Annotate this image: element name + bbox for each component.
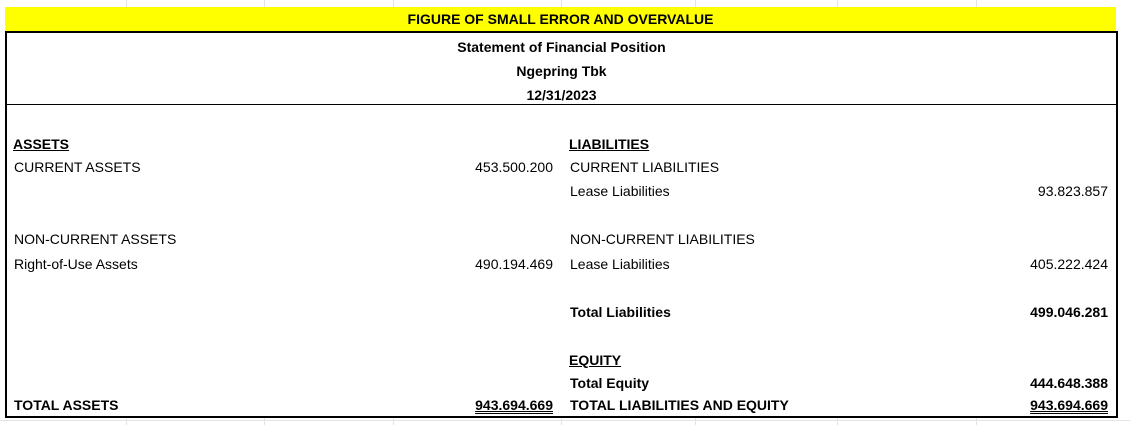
noncurrent-assets-label: NON-CURRENT ASSETS (14, 231, 177, 247)
current-lease-liabilities-value: 93.823.857 (1037, 183, 1108, 199)
total-liabilities-equity-label: TOTAL LIABILITIES AND EQUITY (570, 397, 789, 413)
total-liabilities-value: 499.046.281 (1030, 304, 1108, 320)
total-liabilities-equity-value: 943.694.669 (1030, 397, 1108, 413)
total-liabilities-label: Total Liabilities (570, 304, 671, 320)
current-liabilities-label: CURRENT LIABILITIES (570, 159, 720, 175)
total-equity-label: Total Equity (570, 375, 650, 391)
statement-date: 12/31/2023 (526, 87, 597, 103)
statement-name: Statement of Financial Position (457, 39, 666, 55)
total-assets-value: 943.694.669 (475, 397, 553, 413)
total-equity-value: 444.648.388 (1030, 375, 1108, 391)
current-lease-liabilities-label: Lease Liabilities (570, 183, 670, 199)
liabilities-heading: LIABILITIES (569, 136, 650, 152)
company-name: Ngepring Tbk (516, 63, 607, 79)
rou-assets-value: 490.194.469 (475, 256, 553, 272)
assets-heading: ASSETS (13, 136, 70, 152)
rou-assets-label: Right-of-Use Assets (14, 256, 138, 272)
financial-statement-frame: Statement of Financial Position Ngepring… (5, 31, 1118, 418)
report-title: FIGURE OF SMALL ERROR AND OVERVALUE (5, 7, 1116, 31)
noncurrent-lease-liabilities-label: Lease Liabilities (570, 256, 670, 272)
noncurrent-liabilities-label: NON-CURRENT LIABILITIES (570, 231, 755, 247)
noncurrent-lease-liabilities-value: 405.222.424 (1030, 256, 1108, 272)
current-assets-label: CURRENT ASSETS (14, 159, 141, 175)
gridline (0, 420, 1130, 421)
total-assets-label: TOTAL ASSETS (14, 397, 119, 413)
statement-header: Statement of Financial Position Ngepring… (7, 33, 1116, 105)
current-assets-value: 453.500.200 (475, 159, 553, 175)
equity-heading: EQUITY (569, 352, 622, 368)
